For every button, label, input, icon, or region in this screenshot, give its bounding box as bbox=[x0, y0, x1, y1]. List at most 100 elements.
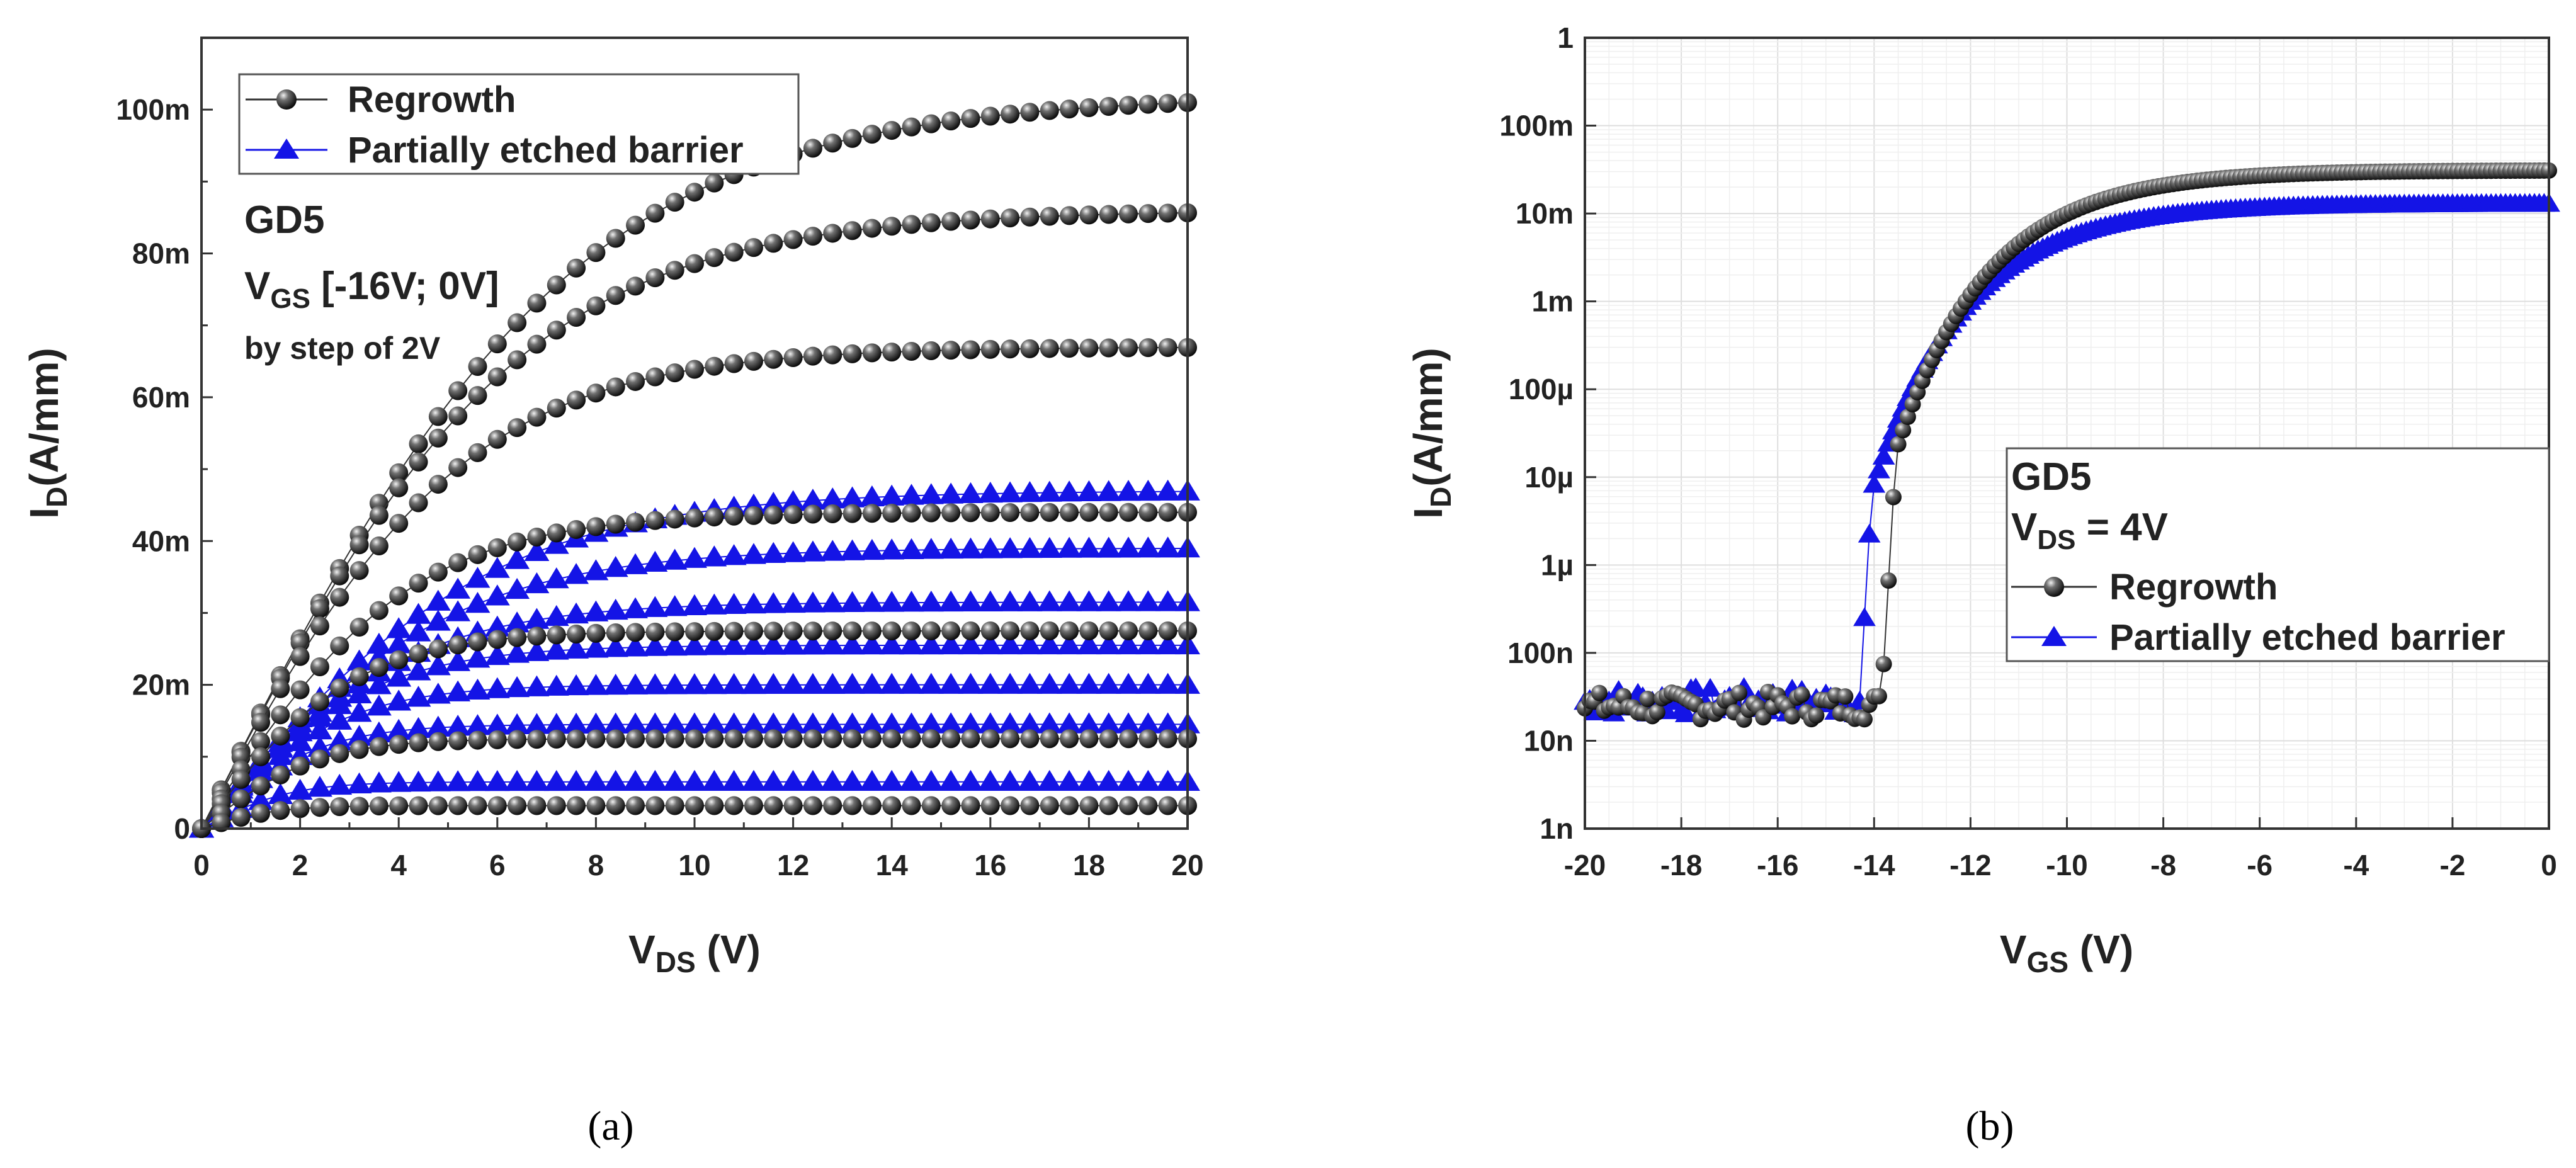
panel-a-etched-point bbox=[1017, 590, 1043, 611]
panel-a-etched-point bbox=[623, 712, 648, 734]
panel-a-etched-point bbox=[780, 769, 806, 791]
panel-a-etched-point bbox=[879, 769, 905, 791]
panel-a-etched-point bbox=[682, 547, 707, 568]
panel-a-regrowth-point bbox=[330, 744, 349, 763]
panel-a-etched-point bbox=[583, 674, 609, 695]
panel-a-etched-point bbox=[1096, 712, 1121, 734]
panel-a-etched-point bbox=[564, 769, 589, 791]
panel-a-regrowth-point bbox=[547, 275, 566, 295]
panel-a-regrowth-point bbox=[212, 813, 231, 832]
panel-a-regrowth-point bbox=[251, 713, 270, 732]
panel-a-etched-point bbox=[958, 672, 984, 694]
panel-a-etched-point bbox=[1017, 536, 1043, 558]
panel-a-y-tick-label: 0 bbox=[174, 812, 190, 845]
panel-a-regrowth-point bbox=[724, 242, 744, 262]
panel-a-etched-point bbox=[366, 673, 392, 695]
panel-a-etched-point bbox=[1057, 769, 1082, 791]
panel-a-etched-point bbox=[879, 633, 905, 655]
panel-b-x-tick-label: -8 bbox=[2150, 849, 2176, 882]
panel-b-x-tick-label: -20 bbox=[1564, 849, 1606, 882]
panel-a-regrowth-point bbox=[1020, 339, 1040, 358]
panel-a-regrowth-point bbox=[862, 218, 882, 238]
panel-a-regrowth-point bbox=[409, 493, 428, 513]
panel-a-regrowth-point bbox=[1099, 621, 1118, 641]
panel-a-etched-point bbox=[958, 482, 984, 503]
panel-a-regrowth-point bbox=[980, 621, 1000, 641]
panel-a-etched-point bbox=[366, 632, 392, 654]
panel-a-regrowth-point bbox=[567, 258, 586, 278]
panel-a-regrowth-point bbox=[1119, 502, 1138, 522]
panel-b-y-tick-label: 100µ bbox=[1509, 373, 1574, 405]
panel-a-regrowth-point bbox=[803, 504, 822, 524]
panel-a-etched-point bbox=[899, 672, 924, 694]
panel-a-regrowth-point bbox=[1060, 621, 1079, 641]
panel-a-regrowth-point bbox=[349, 740, 369, 759]
panel-a-etched-point bbox=[977, 482, 1003, 503]
panel-a-etched-point bbox=[1057, 536, 1082, 558]
panel-a-regrowth-point bbox=[1060, 339, 1079, 358]
panel-a-etched-point bbox=[1076, 672, 1102, 694]
panel-a-regrowth-point bbox=[783, 621, 803, 641]
panel-a-regrowth-point bbox=[921, 729, 941, 749]
panel-a-etched-point bbox=[820, 633, 846, 655]
panel-a-etched-point bbox=[603, 673, 628, 695]
panel-a-etched-point bbox=[642, 712, 668, 734]
panel-a-etched-point bbox=[1017, 672, 1043, 694]
panel-a-etched-point bbox=[1135, 633, 1161, 655]
panel-a-regrowth-point bbox=[803, 346, 822, 366]
panel-b-y-tick-label: 10µ bbox=[1524, 461, 1574, 494]
panel-a-etched-point bbox=[543, 533, 569, 554]
panel-a-regrowth-point bbox=[1060, 206, 1079, 225]
panel-a-etched-point bbox=[780, 541, 806, 562]
panel-a-regrowth-point bbox=[448, 731, 468, 751]
panel-a-etched-point bbox=[1076, 712, 1102, 734]
panel-a-regrowth-point bbox=[1040, 796, 1059, 815]
panel-a-regrowth-point bbox=[547, 320, 566, 340]
panel-a-etched-point bbox=[248, 789, 273, 810]
panel-a-regrowth-point bbox=[1079, 796, 1099, 815]
panel-a-regrowth-point bbox=[271, 765, 290, 785]
panel-a-etched-point bbox=[583, 769, 609, 791]
panel-a-etched-point bbox=[958, 633, 984, 655]
panel-a-etched-point bbox=[839, 591, 865, 613]
panel-a-regrowth-point bbox=[1020, 502, 1040, 522]
panel-a-etched-point bbox=[524, 640, 550, 661]
legend-b-etched-marker bbox=[2041, 626, 2067, 646]
panel-a-regrowth-point bbox=[843, 796, 862, 815]
panel-a-etched-point bbox=[682, 712, 707, 734]
panel-a-etched-point bbox=[977, 590, 1003, 611]
panel-a-regrowth-point bbox=[310, 692, 329, 712]
panel-a-regrowth-point bbox=[409, 796, 428, 815]
panel-a-etched-point bbox=[623, 673, 648, 695]
panel-b-regrowth-point bbox=[1808, 707, 1825, 724]
panel-a-regrowth-point bbox=[902, 729, 921, 749]
panel-a-regrowth-point bbox=[468, 632, 487, 652]
legend-etched-marker bbox=[274, 139, 299, 159]
panel-a-etched-point bbox=[484, 557, 510, 578]
panel-a-etched-point bbox=[741, 543, 766, 564]
panel-a-etched-point bbox=[1135, 672, 1161, 694]
panel-a-regrowth-point bbox=[783, 505, 803, 524]
panel-b-regrowth-point bbox=[1648, 704, 1665, 721]
panel-a-regrowth-point bbox=[783, 230, 803, 249]
panel-a-etched-point bbox=[484, 615, 510, 637]
panel-a-etched-point bbox=[445, 680, 471, 701]
panel-a-regrowth-point bbox=[980, 209, 1000, 229]
panel-a-regrowth-point bbox=[508, 350, 527, 370]
panel-a-etched-point bbox=[1057, 633, 1082, 655]
panel-a-etched-point bbox=[1076, 536, 1102, 558]
panel-a-etched-point bbox=[800, 489, 826, 510]
panel-a-regrowth-point bbox=[626, 729, 645, 749]
panel-a-regrowth-point bbox=[310, 749, 329, 769]
panel-a-regrowth-point bbox=[645, 268, 665, 288]
panel-a-regrowth-point bbox=[508, 313, 527, 332]
panel-a-etched-point bbox=[820, 591, 846, 613]
panel-a-etched-point bbox=[859, 712, 885, 734]
panel-a-regrowth-point bbox=[389, 463, 409, 482]
panel-a-regrowth-point bbox=[1020, 621, 1040, 641]
panel-a-regrowth-point bbox=[567, 308, 586, 327]
panel-a-etched-point bbox=[465, 591, 491, 613]
panel-b-x-tick-label: -12 bbox=[1949, 849, 1991, 882]
panel-a-etched-point bbox=[1155, 712, 1181, 734]
